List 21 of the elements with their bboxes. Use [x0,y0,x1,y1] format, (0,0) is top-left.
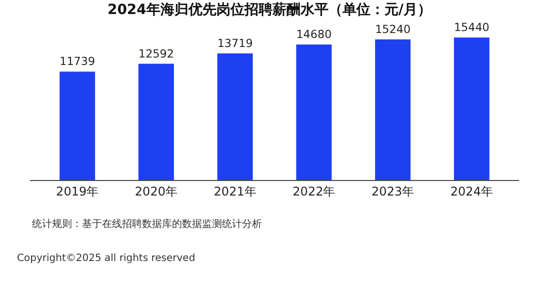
text: 统计规则：基于在线招聘数据库的数据监测统计分析 [32,218,262,230]
bar [296,44,332,180]
data-label: 12592 [138,47,174,60]
bar [60,72,96,180]
data-label: 15440 [454,21,490,34]
bar [375,39,411,180]
x-tick-label: 2022年 [292,184,336,198]
data-label: 11739 [60,55,96,68]
x-tick-label: 2019年 [56,184,99,198]
x-tick-label: 2023年 [372,184,414,198]
text: Copyright©2025 all rights reserved [17,253,196,264]
x-tick-label: 2021年 [214,184,256,198]
data-label: 15240 [375,22,411,36]
chart-title: 2024年海归优先岗位招聘薪酬水平（单位：元/月） [107,2,432,18]
bar [138,64,174,180]
data-label: 14680 [296,28,332,42]
x-tick-label: 2020年 [134,184,178,198]
bar [217,53,253,180]
bar [454,38,490,180]
data-label: 13719 [217,36,253,50]
x-tick-label: 2024年 [450,184,493,198]
